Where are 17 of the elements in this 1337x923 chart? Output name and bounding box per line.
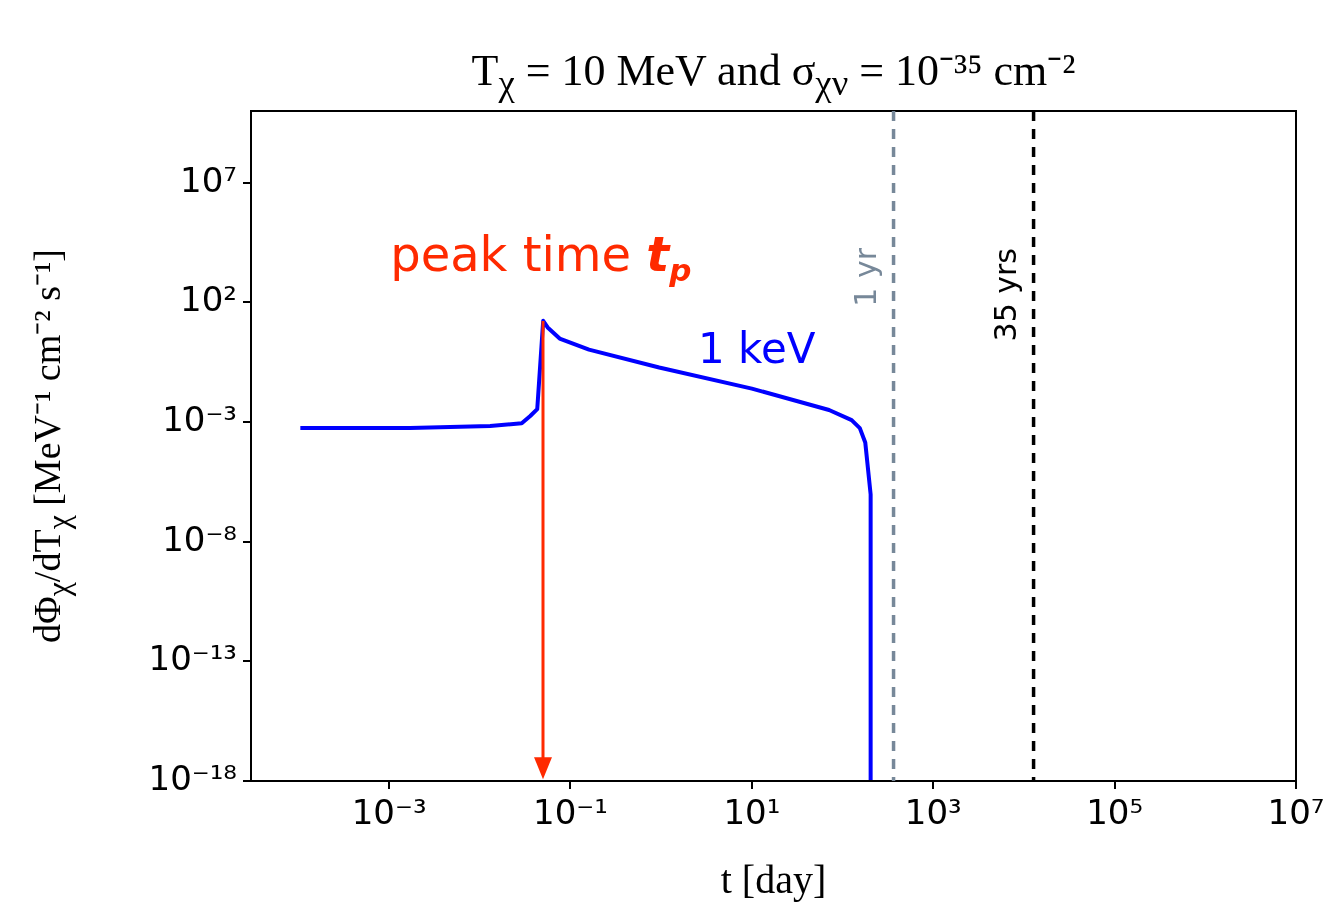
x-tick-label: 10⁻³ [351, 792, 427, 833]
series-label: 1 keV [698, 324, 816, 373]
x-tick-label: 10⁻¹ [533, 792, 608, 833]
x-tick-label: 10¹ [723, 792, 781, 833]
y-tick-label: 10⁻³ [162, 398, 237, 439]
y-tick-label: 10⁻¹⁸ [148, 757, 237, 798]
x-tick-label: 10³ [904, 792, 962, 833]
chart-title: T$_{χ}$ = 10 MeV and σ$_{χν}$ = 10⁻³⁵ cm⁻² [470, 45, 1077, 104]
x-axis-title: t [day] [719, 856, 828, 903]
ref-line-label: 35 yrs [988, 248, 1024, 342]
x-tick-label: 10⁵ [1086, 792, 1144, 833]
ref-line-label: 1 yr [848, 247, 884, 307]
y-tick-label: 10⁻¹³ [148, 638, 237, 679]
y-tick-label: 10⁻⁸ [162, 518, 237, 559]
y-tick-label: 10⁷ [180, 159, 237, 200]
y-tick-label: 10² [180, 279, 237, 320]
x-tick-label: 10⁷ [1267, 792, 1325, 833]
